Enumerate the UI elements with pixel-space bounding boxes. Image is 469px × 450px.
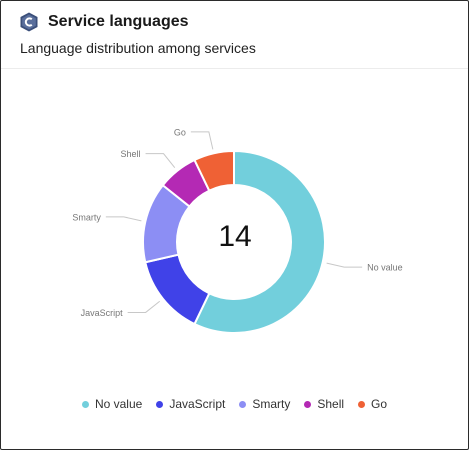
legend-item-go[interactable]: Go [358,397,387,411]
legend-label-go: Go [371,397,388,411]
slice-label-no-value: No value [367,263,403,273]
slice-label-go: Go [174,127,186,137]
slice-label-javascript: JavaScript [81,308,124,318]
total-count: 14 [218,220,252,253]
legend-item-javascript[interactable]: JavaScript [156,397,225,411]
legend-label-no-value: No value [94,397,143,411]
slice-go[interactable] [193,149,235,192]
legend-swatch-shell [304,400,312,408]
legend-swatch-no-value [81,400,89,408]
slice-no-value[interactable] [193,149,326,334]
legend-label-shell: Shell [317,397,345,411]
legend-item-smarty[interactable]: Smarty [239,397,290,411]
card-title: Service languages [48,13,189,30]
leader-line-shell [145,153,176,169]
leader-line-javascript [127,300,161,313]
legend-item-no-value[interactable]: No value [81,397,143,411]
card-subtitle: Language distribution among services [20,40,256,56]
legend-label-javascript: JavaScript [169,397,226,411]
legend-swatch-smarty [239,400,247,408]
leader-line-smarty [105,216,142,222]
legend-item-shell[interactable]: Shell [304,397,344,411]
legend-swatch-go [358,400,366,408]
slice-javascript[interactable] [144,253,211,326]
legend-swatch-javascript [156,400,164,408]
title-row: Service languages [20,12,468,32]
chart-legend: No value JavaScript Smarty Shell Go [1,397,468,411]
leader-line-go [190,131,214,150]
card-header: Service languages Language distribution … [1,1,468,69]
leader-line-no-value [326,262,363,268]
slice-label-shell: Shell [121,149,141,159]
csharp-hexagon-icon [20,12,38,32]
donut-chart: No value JavaScript Smarty Shell Go [72,127,403,334]
chart-area: No value JavaScript Smarty Shell Go 14 No va… [1,70,468,449]
slice-label-smarty: Smarty [72,212,101,222]
legend-label-smarty: Smarty [252,397,291,411]
